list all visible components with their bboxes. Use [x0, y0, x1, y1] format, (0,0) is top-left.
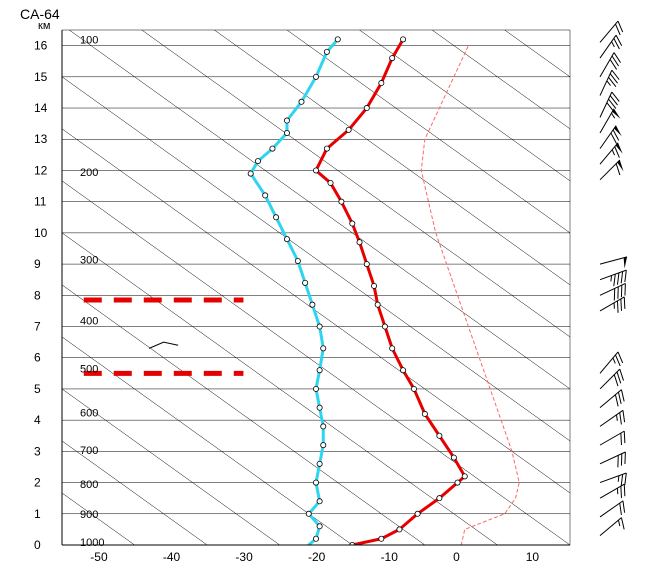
- svg-text:3: 3: [34, 444, 41, 458]
- svg-text:10: 10: [526, 550, 540, 564]
- svg-text:15: 15: [34, 70, 48, 84]
- svg-text:14: 14: [34, 101, 48, 115]
- svg-text:13: 13: [34, 132, 48, 146]
- chart-svg: 0123456789101112131415161000900800700600…: [0, 0, 660, 564]
- svg-text:800: 800: [80, 479, 98, 491]
- sounding-chart: 0123456789101112131415161000900800700600…: [0, 0, 660, 564]
- svg-text:-50: -50: [90, 550, 108, 564]
- svg-text:5: 5: [34, 382, 41, 396]
- svg-text:16: 16: [34, 39, 48, 53]
- svg-text:-10: -10: [381, 550, 399, 564]
- svg-text:7: 7: [34, 320, 41, 334]
- svg-text:300: 300: [80, 254, 98, 266]
- svg-text:-20: -20: [308, 550, 326, 564]
- svg-text:12: 12: [34, 163, 48, 177]
- svg-text:9: 9: [34, 257, 41, 271]
- svg-text:-30: -30: [235, 550, 253, 564]
- svg-text:0: 0: [453, 550, 460, 564]
- svg-text:-40: -40: [163, 550, 181, 564]
- svg-text:0: 0: [34, 538, 41, 552]
- svg-text:1: 1: [34, 507, 41, 521]
- svg-text:900: 900: [80, 509, 98, 521]
- svg-text:100: 100: [80, 34, 98, 46]
- svg-text:11: 11: [34, 195, 47, 209]
- svg-text:600: 600: [80, 407, 98, 419]
- svg-text:10: 10: [34, 226, 48, 240]
- svg-text:500: 500: [80, 364, 98, 376]
- svg-text:6: 6: [34, 351, 41, 365]
- svg-text:8: 8: [34, 288, 41, 302]
- svg-text:2: 2: [34, 476, 41, 490]
- svg-text:1000: 1000: [80, 537, 104, 549]
- svg-text:700: 700: [80, 445, 98, 457]
- svg-text:4: 4: [34, 413, 41, 427]
- svg-text:200: 200: [80, 167, 98, 179]
- svg-text:400: 400: [80, 315, 98, 327]
- y-unit-label: км: [38, 20, 50, 32]
